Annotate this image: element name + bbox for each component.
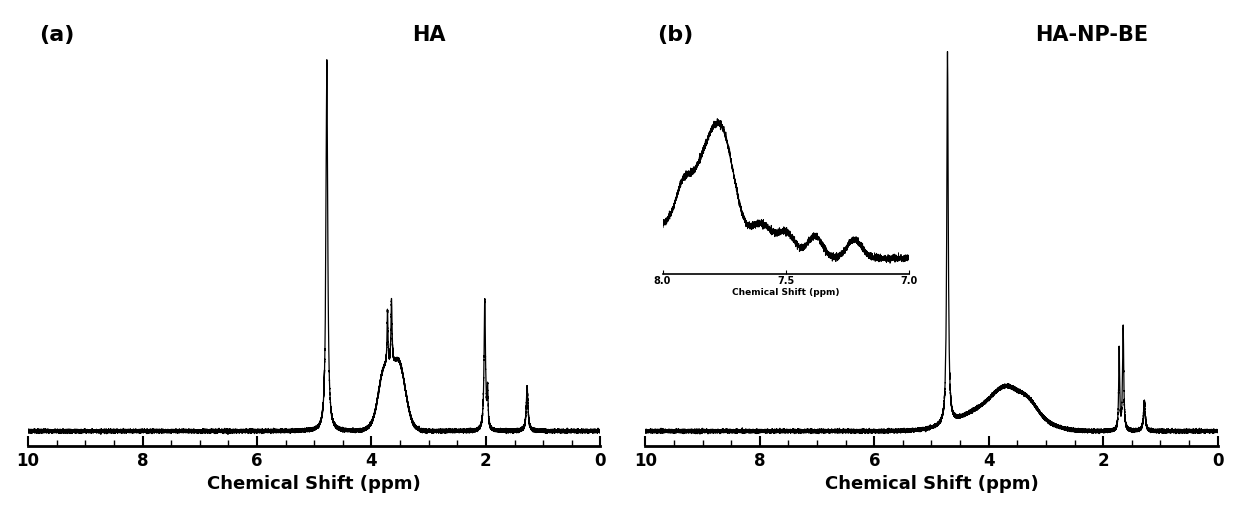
X-axis label: Chemical Shift (ppm): Chemical Shift (ppm): [207, 474, 422, 492]
Text: (b): (b): [657, 25, 693, 45]
X-axis label: Chemical Shift (ppm): Chemical Shift (ppm): [825, 474, 1038, 492]
Text: HA-NP-BE: HA-NP-BE: [1035, 25, 1148, 45]
Text: (a): (a): [40, 25, 74, 45]
Text: HA: HA: [412, 25, 445, 45]
